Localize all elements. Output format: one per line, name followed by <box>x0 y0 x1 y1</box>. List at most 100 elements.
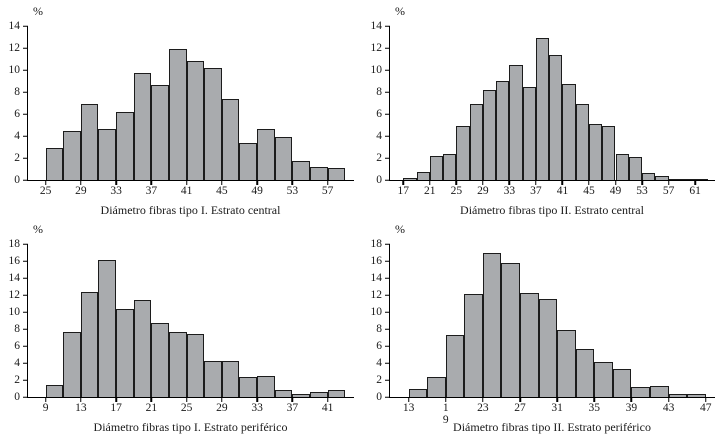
x-tick-mark <box>221 397 223 402</box>
bar <box>186 61 205 180</box>
x-tick-mark <box>508 180 511 185</box>
y-tick-label: 10 <box>370 63 383 76</box>
y-tick-mark <box>23 135 28 137</box>
y-tick-label: 0 <box>376 390 382 403</box>
y-tick-mark <box>385 179 390 181</box>
y-tick-mark <box>23 260 28 262</box>
bar <box>509 64 523 180</box>
x-tick-label: 61 <box>689 185 701 197</box>
x-tick-label: 13 <box>75 402 87 414</box>
bar <box>309 391 328 397</box>
x-tick-label: 9 <box>42 402 49 414</box>
bar <box>642 173 656 180</box>
y-tick-mark <box>23 362 28 364</box>
histogram-tipo2-central: % 0 2 4 6 8 10 12 14 17 21 25 29 33 37 41 45 49 53 57 61 Di… <box>362 0 723 218</box>
x-tick-mark <box>641 180 643 185</box>
x-tick-mark <box>291 180 294 185</box>
x-tick-label: 45 <box>216 185 228 197</box>
y-tick-mark <box>385 311 390 313</box>
x-tick-mark <box>150 180 153 185</box>
x-tick-mark <box>221 180 223 185</box>
x-tick-label: 33 <box>110 185 122 197</box>
x-tick-mark <box>80 180 82 185</box>
x-tick-mark <box>326 397 329 402</box>
bar <box>186 334 205 397</box>
histogram-tipo1-periferico: % 0 2 4 6 8 10 12 14 16 18 9 13 17 21 25 29 33 37 41 Diáme… <box>0 218 362 435</box>
x-axis-title: Diámetro fibras tipo I. Estrato central <box>100 203 281 217</box>
x-tick-label: 41 <box>321 402 334 414</box>
bar <box>655 175 669 180</box>
bar <box>408 388 428 397</box>
y-tick-label: 2 <box>14 373 20 386</box>
bar <box>133 73 152 180</box>
bar <box>63 130 81 180</box>
y-tick-label: 12 <box>370 41 383 54</box>
bar <box>151 85 169 180</box>
bar <box>151 323 169 397</box>
y-tick-label: 18 <box>8 237 21 250</box>
bar <box>594 362 613 397</box>
y-tick-label: 8 <box>376 85 382 98</box>
y-axis-unit-label: % <box>395 222 405 236</box>
y-axis-unit-label: % <box>33 4 43 18</box>
x-tick-mark <box>402 180 404 185</box>
bar <box>116 308 134 397</box>
y-tick-mark <box>23 69 28 71</box>
bar <box>522 86 536 180</box>
y-tick-label: 0 <box>14 390 20 403</box>
y-tick-label: 6 <box>14 339 20 352</box>
bar <box>588 123 603 180</box>
y-tick-label: 14 <box>8 19 21 32</box>
x-tick-label: 29 <box>477 185 489 197</box>
x-tick-label: 41 <box>556 185 569 197</box>
bar <box>204 67 222 180</box>
bar <box>168 49 187 180</box>
bar <box>239 142 258 180</box>
bar <box>257 375 275 397</box>
histogram-tipo2-periferico: % 0 2 4 6 8 10 12 14 16 18 13 1 9 23 27 31 35 39 43 47 Diá… <box>362 218 723 435</box>
y-tick-label: 6 <box>376 107 382 120</box>
x-tick-mark <box>519 397 521 402</box>
y-tick-label: 4 <box>376 356 382 369</box>
bar <box>257 129 275 180</box>
bar <box>631 386 650 397</box>
y-tick-label: 4 <box>14 129 20 142</box>
bar <box>403 177 417 180</box>
bar <box>456 126 470 180</box>
y-tick-label: 14 <box>370 19 383 32</box>
x-tick-label: 23 <box>477 402 489 414</box>
x-tick-label: 53 <box>636 185 648 197</box>
y-axis-unit-label: % <box>33 222 43 236</box>
x-tick-label: 57 <box>662 185 675 197</box>
y-tick-mark <box>385 69 390 71</box>
y-tick-mark <box>385 260 390 262</box>
y-tick-mark <box>23 91 28 93</box>
x-tick-label: 43 <box>662 402 675 414</box>
x-tick-label: 29 <box>216 402 228 414</box>
y-tick-label: 2 <box>376 373 382 386</box>
bar <box>63 332 81 397</box>
x-tick-mark <box>630 397 633 402</box>
y-tick-mark <box>385 157 390 159</box>
y-tick-mark <box>385 379 390 381</box>
y-tick-label: 8 <box>14 322 20 335</box>
y-tick-mark <box>385 328 390 330</box>
x-tick-mark <box>482 180 484 185</box>
bar <box>602 126 616 180</box>
y-tick-mark <box>385 362 390 364</box>
x-tick-label: 57 <box>321 185 334 197</box>
bar <box>496 81 510 180</box>
bar <box>482 252 502 397</box>
x-tick-mark <box>326 180 329 185</box>
x-tick-label: 17 <box>397 185 410 197</box>
bar <box>615 153 629 180</box>
x-tick-label: 31 <box>551 402 563 414</box>
bar <box>628 156 643 180</box>
histogram-tipo1-central: % 0 2 4 6 8 10 12 14 25 29 33 37 41 45 49 53 57 Diámetro… <box>0 0 362 218</box>
x-tick-label: 25 <box>180 402 193 414</box>
y-tick-label: 0 <box>14 173 20 186</box>
x-tick-mark <box>407 397 410 402</box>
y-axis-unit-label: % <box>395 4 405 18</box>
y-tick-label: 6 <box>14 107 20 120</box>
x-tick-label: 37 <box>145 185 158 197</box>
